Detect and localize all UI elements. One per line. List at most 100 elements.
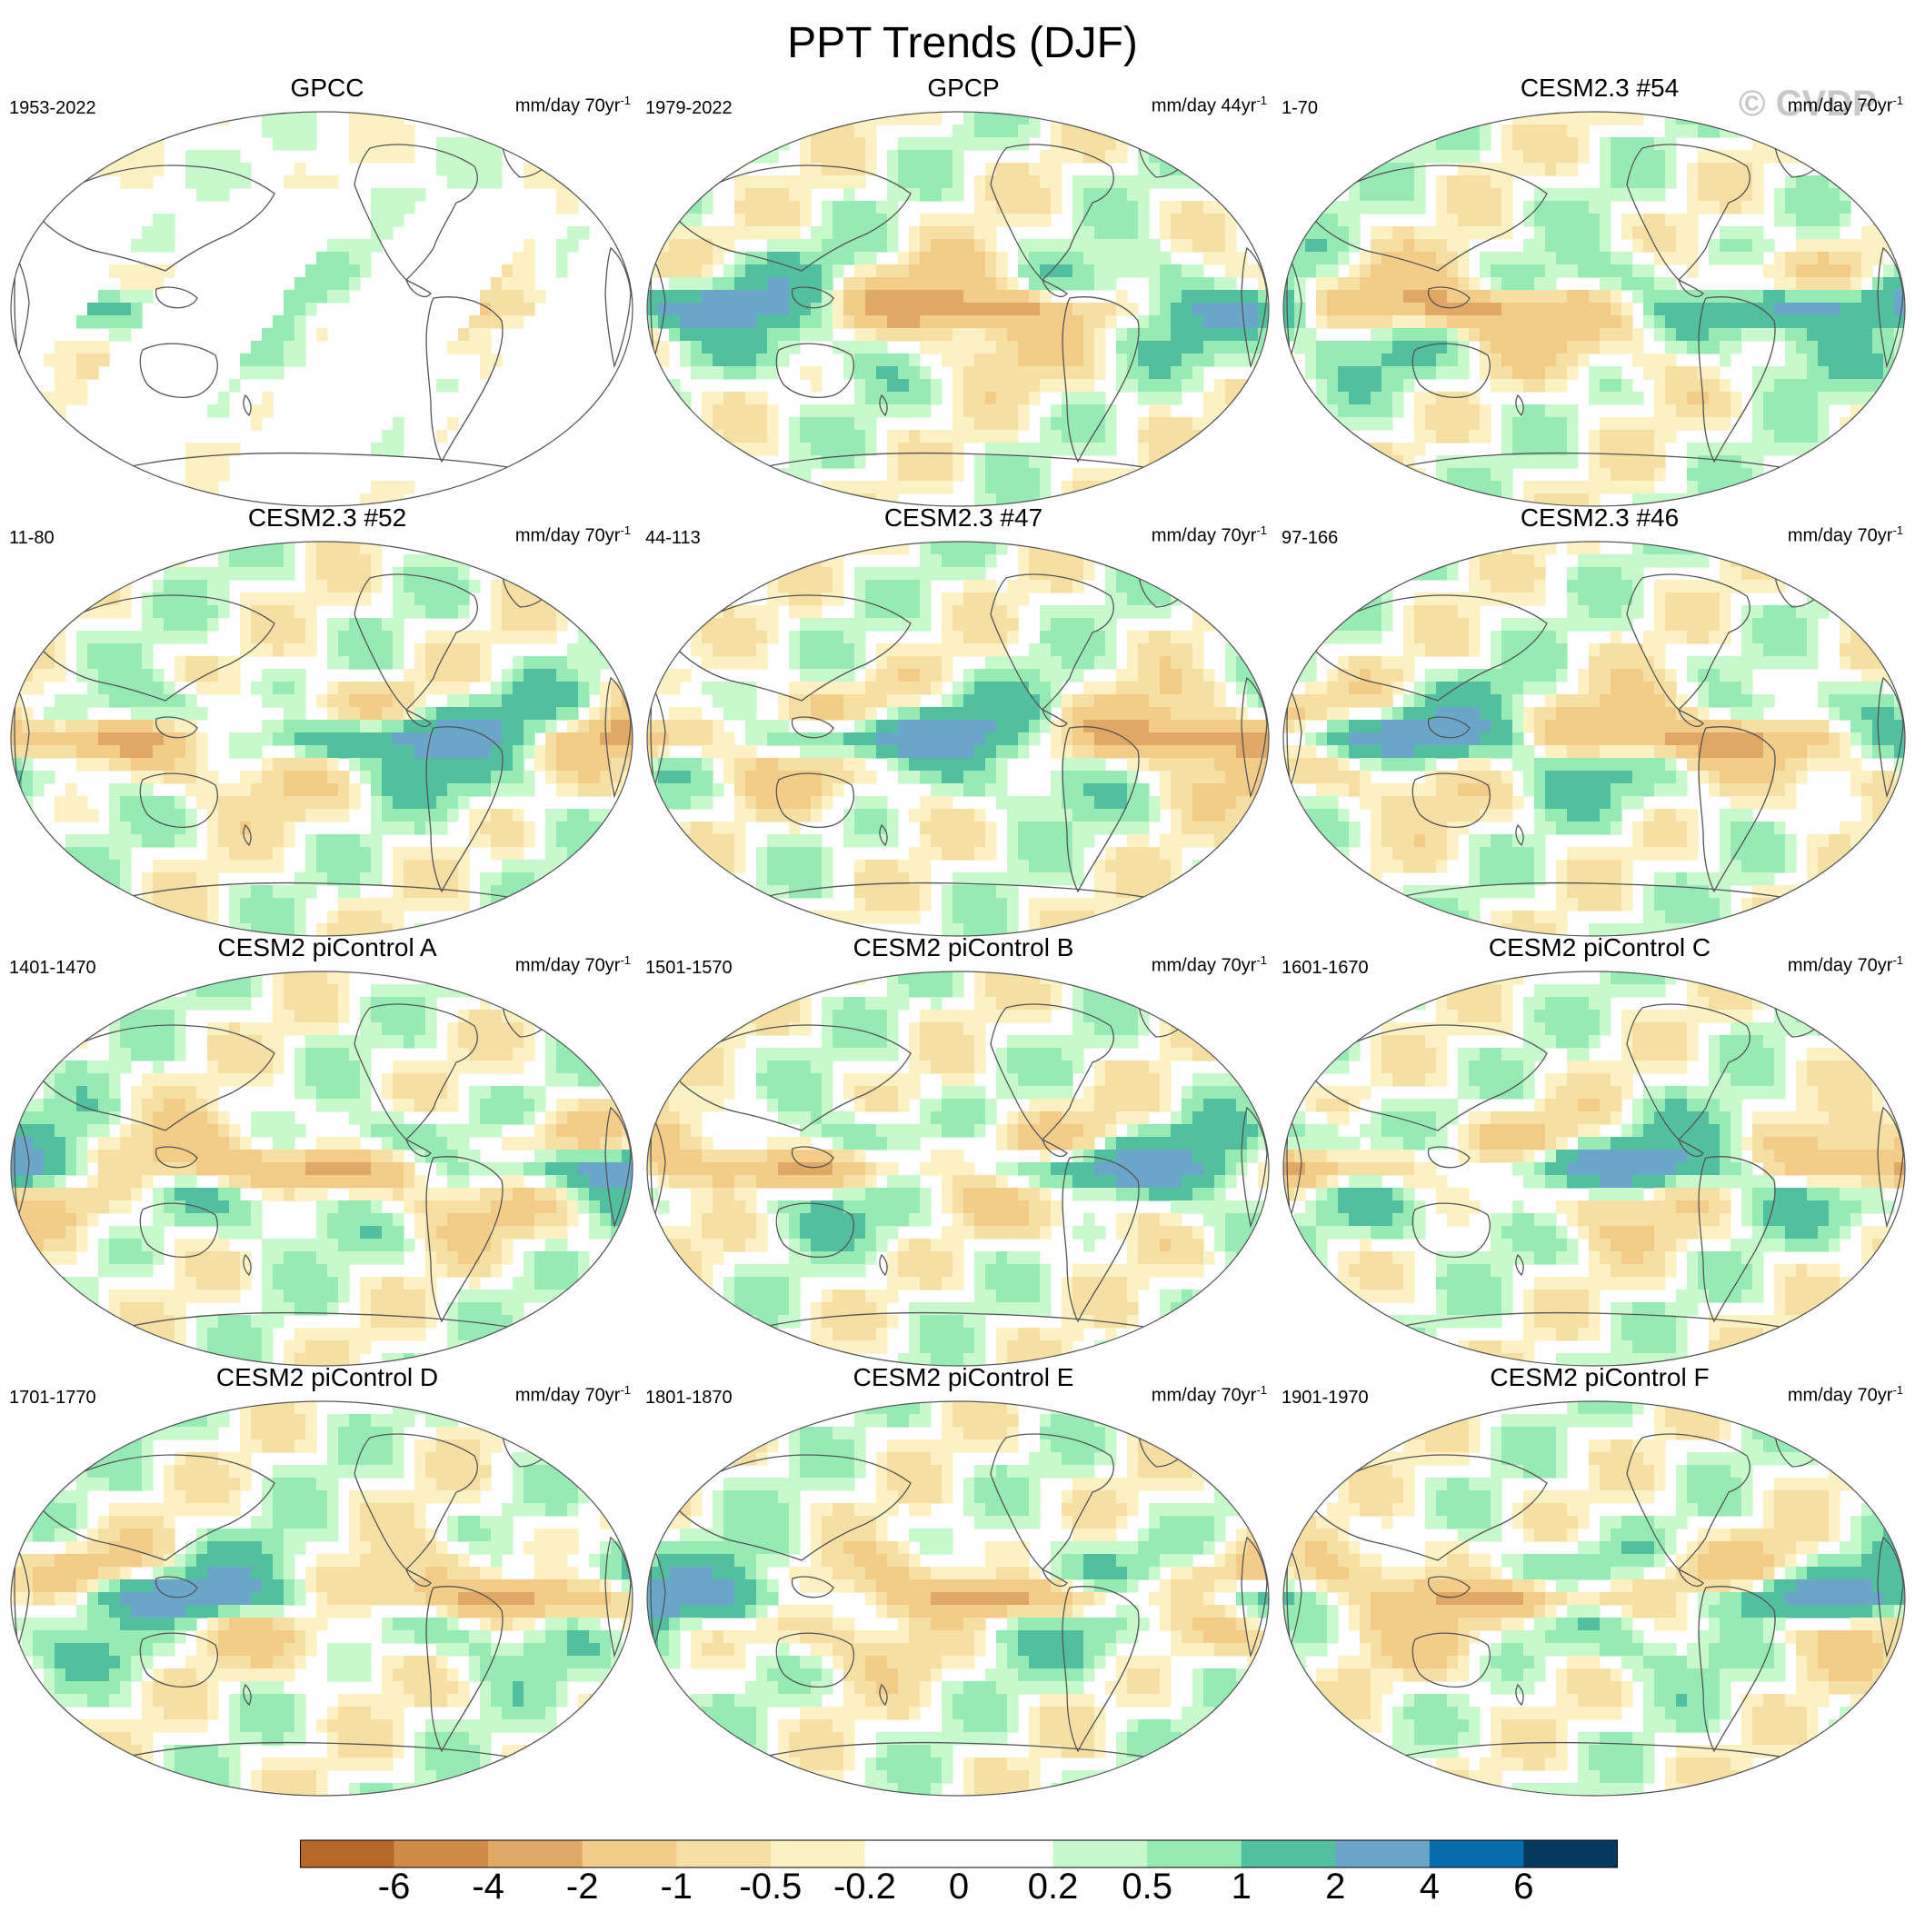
trend-cell — [524, 580, 535, 593]
trend-cell — [909, 455, 921, 469]
trend-cell — [1116, 605, 1128, 619]
trend-cell — [1371, 379, 1382, 393]
trend-cell — [131, 124, 143, 138]
trend-cell — [1149, 252, 1161, 265]
trend-cell — [262, 885, 274, 899]
trend-cell — [669, 290, 681, 304]
trend-cell — [382, 656, 394, 670]
trend-cell — [898, 618, 910, 632]
trend-cell — [1818, 252, 1830, 265]
trend-cell — [1283, 366, 1295, 380]
trend-cell — [240, 163, 252, 176]
trend-cell — [1501, 315, 1513, 329]
trend-cell — [1171, 124, 1182, 138]
trend-cell — [175, 112, 186, 125]
trend-cell — [1600, 163, 1611, 176]
trend-cell — [578, 732, 590, 746]
trend-cell — [469, 822, 481, 835]
trend-cell — [1643, 417, 1655, 431]
trend-cell — [1512, 290, 1524, 304]
trend-cell — [909, 404, 921, 418]
trend-cell — [98, 354, 110, 367]
trend-cell — [360, 720, 372, 733]
trend-cell — [622, 643, 633, 657]
trend-cell — [600, 822, 612, 835]
trend-cell — [1116, 112, 1128, 125]
trend-cell — [1040, 150, 1052, 164]
trend-cell — [1360, 303, 1371, 316]
panel-units: mm/day 70yr-1 — [514, 523, 631, 546]
trend-cell — [854, 328, 866, 342]
trend-cell — [404, 771, 415, 784]
trend-cell — [691, 567, 703, 581]
trend-cell — [854, 175, 866, 189]
trend-cell — [1829, 379, 1840, 393]
trend-cell — [811, 404, 823, 418]
trend-cell — [98, 290, 110, 304]
trend-cell — [185, 468, 197, 482]
trend-cell — [1632, 175, 1644, 189]
trend-cell — [251, 366, 263, 380]
trend-cell — [909, 264, 921, 278]
trend-cell — [1687, 366, 1699, 380]
trend-cell — [1182, 239, 1193, 253]
trend-cell — [1534, 379, 1546, 393]
trend-cell — [1425, 315, 1437, 329]
trend-cell — [404, 201, 415, 214]
trend-cell — [207, 404, 219, 418]
trend-cell — [327, 923, 339, 936]
trend-cell — [767, 290, 779, 304]
trend-cell — [1236, 354, 1248, 367]
trend-cell — [1578, 214, 1590, 227]
trend-cell — [1436, 455, 1448, 469]
trend-cell — [1447, 354, 1459, 367]
trend-cell — [1381, 443, 1393, 456]
trend-cell — [767, 124, 779, 138]
trend-cell — [1094, 150, 1106, 164]
trend-cell — [164, 593, 175, 606]
trend-cell — [745, 303, 757, 316]
trend-cell — [360, 923, 372, 936]
trend-cell — [996, 430, 1008, 443]
trend-cell — [1512, 366, 1524, 380]
trend-cell — [1258, 443, 1269, 456]
trend-cell — [1338, 354, 1350, 367]
trend-cell — [1632, 430, 1644, 443]
trend-cell — [262, 834, 274, 848]
trend-cell — [974, 542, 986, 555]
trend-cell — [153, 911, 165, 924]
coastline — [243, 393, 252, 417]
trend-cell — [534, 580, 546, 593]
trend-cell — [920, 303, 932, 316]
trend-cell — [360, 834, 372, 848]
trend-cell — [294, 290, 306, 304]
trend-cell — [393, 898, 404, 911]
trend-cell — [142, 809, 154, 822]
trend-cell — [1392, 379, 1404, 393]
trend-cell — [284, 137, 295, 151]
trend-cell — [920, 264, 932, 278]
trend-cell — [1545, 404, 1557, 418]
trend-cell — [1763, 417, 1775, 431]
trend-cell — [734, 303, 746, 316]
trend-cell — [1894, 404, 1905, 418]
trend-cell — [545, 682, 557, 695]
trend-cell — [240, 911, 252, 924]
trend-cell — [414, 732, 426, 746]
coastline — [1677, 278, 1704, 298]
trend-cell — [1192, 226, 1204, 240]
trend-cell — [1349, 468, 1361, 482]
trend-cell — [175, 758, 186, 772]
trend-cell — [669, 580, 681, 593]
trend-cell — [1327, 379, 1339, 393]
trend-cell — [382, 618, 394, 632]
trend-cell — [1007, 631, 1019, 644]
trend-cell — [436, 860, 448, 873]
trend-cell — [1381, 239, 1393, 253]
trend-cell — [723, 618, 735, 632]
trend-cell — [1171, 417, 1182, 431]
trend-cell — [974, 493, 986, 506]
trend-cell — [164, 885, 175, 899]
trend-cell — [142, 911, 154, 924]
trend-cell — [854, 150, 866, 164]
